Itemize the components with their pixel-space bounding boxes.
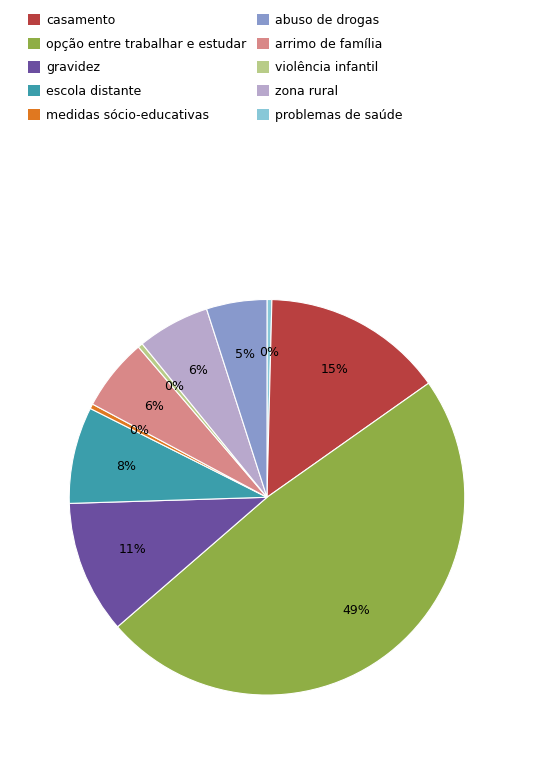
Wedge shape <box>117 383 465 695</box>
Wedge shape <box>69 409 267 503</box>
Legend: casamento, opção entre trabalhar e estudar, gravidez, escola distante, medidas s: casamento, opção entre trabalhar e estud… <box>28 14 403 121</box>
Wedge shape <box>142 309 267 497</box>
Wedge shape <box>69 497 267 627</box>
Text: 6%: 6% <box>145 400 164 413</box>
Wedge shape <box>207 299 267 497</box>
Text: 8%: 8% <box>116 460 136 472</box>
Text: 0%: 0% <box>129 424 149 437</box>
Text: 15%: 15% <box>321 364 349 376</box>
Text: 49%: 49% <box>342 605 370 618</box>
Wedge shape <box>267 299 272 497</box>
Wedge shape <box>90 404 267 497</box>
Text: 11%: 11% <box>119 543 146 556</box>
Wedge shape <box>267 300 429 497</box>
Wedge shape <box>92 347 267 497</box>
Wedge shape <box>138 344 267 497</box>
Text: 0%: 0% <box>164 380 185 393</box>
Text: 0%: 0% <box>259 347 279 360</box>
Text: 6%: 6% <box>189 364 208 377</box>
Text: 5%: 5% <box>234 348 255 361</box>
